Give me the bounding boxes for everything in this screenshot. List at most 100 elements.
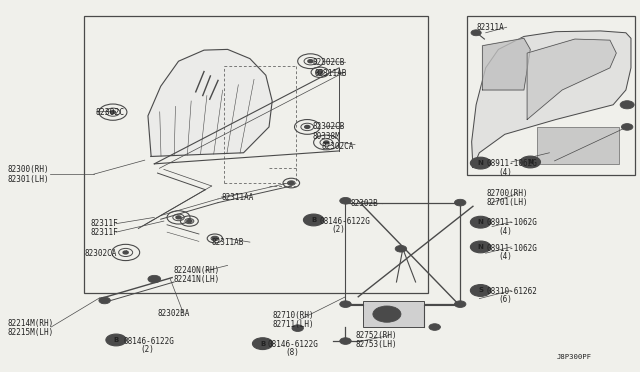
Text: 82311F: 82311F <box>91 219 118 228</box>
Text: 82302BA: 82302BA <box>157 309 190 318</box>
Circle shape <box>520 156 540 168</box>
Text: B: B <box>260 341 265 347</box>
Text: N: N <box>477 244 483 250</box>
Circle shape <box>373 306 401 322</box>
Bar <box>364 301 424 327</box>
Text: 80338M: 80338M <box>312 132 340 141</box>
Text: B: B <box>113 337 118 343</box>
Text: 82240N(RH): 82240N(RH) <box>173 266 220 275</box>
Text: 82301(LH): 82301(LH) <box>8 175 49 184</box>
Text: 82302C: 82302C <box>96 108 125 117</box>
Circle shape <box>308 60 313 62</box>
Text: J8P300PF: J8P300PF <box>557 353 592 360</box>
Circle shape <box>292 325 303 331</box>
Circle shape <box>303 214 324 226</box>
Text: 08911-1062G: 08911-1062G <box>487 159 538 169</box>
Text: 82311AA: 82311AA <box>221 193 253 202</box>
Circle shape <box>102 299 106 302</box>
Text: 82300(RH): 82300(RH) <box>8 165 49 174</box>
Circle shape <box>454 301 466 308</box>
Circle shape <box>399 248 403 250</box>
Circle shape <box>470 241 491 253</box>
Circle shape <box>123 251 128 254</box>
Text: N: N <box>477 160 483 166</box>
Circle shape <box>106 334 126 346</box>
Text: 82700(RH): 82700(RH) <box>487 189 529 198</box>
Circle shape <box>470 285 491 296</box>
Text: (2): (2) <box>332 225 346 234</box>
Text: N: N <box>527 159 533 165</box>
Bar <box>537 127 620 164</box>
Text: (4): (4) <box>499 227 512 236</box>
Text: 82311F: 82311F <box>91 228 118 237</box>
Circle shape <box>620 101 634 109</box>
Text: 08911-1062G: 08911-1062G <box>487 218 538 227</box>
Text: (4): (4) <box>499 252 512 262</box>
Text: 82302CA: 82302CA <box>84 249 116 258</box>
Circle shape <box>395 246 406 252</box>
Circle shape <box>289 182 294 185</box>
Circle shape <box>176 216 181 219</box>
Text: 82752(RH): 82752(RH) <box>355 331 397 340</box>
Circle shape <box>429 324 440 330</box>
Circle shape <box>296 327 300 329</box>
Circle shape <box>470 216 491 228</box>
Circle shape <box>110 111 115 113</box>
Bar <box>84 16 428 293</box>
Circle shape <box>340 301 351 308</box>
Text: 82311AB: 82311AB <box>315 69 348 78</box>
Circle shape <box>471 30 481 36</box>
Circle shape <box>212 237 218 240</box>
Text: 08146-6122G: 08146-6122G <box>124 337 175 346</box>
Bar <box>467 16 636 175</box>
Text: 82710(RH): 82710(RH) <box>272 311 314 320</box>
Circle shape <box>474 32 478 34</box>
Text: S: S <box>478 288 483 294</box>
Text: (4): (4) <box>499 168 512 177</box>
Circle shape <box>621 124 633 130</box>
Text: 08911-1062G: 08911-1062G <box>487 244 538 253</box>
Circle shape <box>625 126 629 128</box>
Circle shape <box>344 340 348 342</box>
Text: 82214M(RH): 82214M(RH) <box>8 319 54 328</box>
Circle shape <box>152 278 156 280</box>
Text: 82311A: 82311A <box>476 23 504 32</box>
Circle shape <box>458 303 462 305</box>
Circle shape <box>252 338 273 350</box>
Circle shape <box>433 326 436 328</box>
Circle shape <box>454 199 466 206</box>
Text: 82302CB: 82302CB <box>312 58 345 67</box>
Circle shape <box>324 141 329 144</box>
Text: 82753(LH): 82753(LH) <box>355 340 397 349</box>
Text: 08310-61262: 08310-61262 <box>487 287 538 296</box>
Circle shape <box>470 157 491 169</box>
Text: 08146-6122G: 08146-6122G <box>268 340 319 349</box>
Text: 82241N(LH): 82241N(LH) <box>173 275 220 283</box>
Text: 82215M(LH): 82215M(LH) <box>8 328 54 337</box>
Circle shape <box>148 275 161 283</box>
Text: N: N <box>477 219 483 225</box>
Circle shape <box>458 202 462 204</box>
Polygon shape <box>483 38 531 90</box>
Circle shape <box>317 71 323 74</box>
Text: 82302CB: 82302CB <box>312 122 345 131</box>
Circle shape <box>340 198 351 204</box>
Text: (8): (8) <box>285 349 299 357</box>
Circle shape <box>305 125 310 128</box>
Circle shape <box>380 310 394 318</box>
Text: B: B <box>311 217 316 223</box>
Circle shape <box>187 219 192 222</box>
Text: 08146-6122G: 08146-6122G <box>320 217 371 225</box>
Circle shape <box>340 338 351 344</box>
Text: 82701(LH): 82701(LH) <box>487 198 529 207</box>
Text: (6): (6) <box>499 295 512 304</box>
Text: 82302B: 82302B <box>351 199 378 208</box>
Circle shape <box>344 200 348 202</box>
Circle shape <box>99 297 110 304</box>
Text: 82311AB: 82311AB <box>212 238 244 247</box>
Circle shape <box>344 303 348 305</box>
Polygon shape <box>148 49 272 157</box>
Text: 82302CA: 82302CA <box>321 142 354 151</box>
Polygon shape <box>527 39 616 119</box>
Text: (2): (2) <box>140 345 154 354</box>
